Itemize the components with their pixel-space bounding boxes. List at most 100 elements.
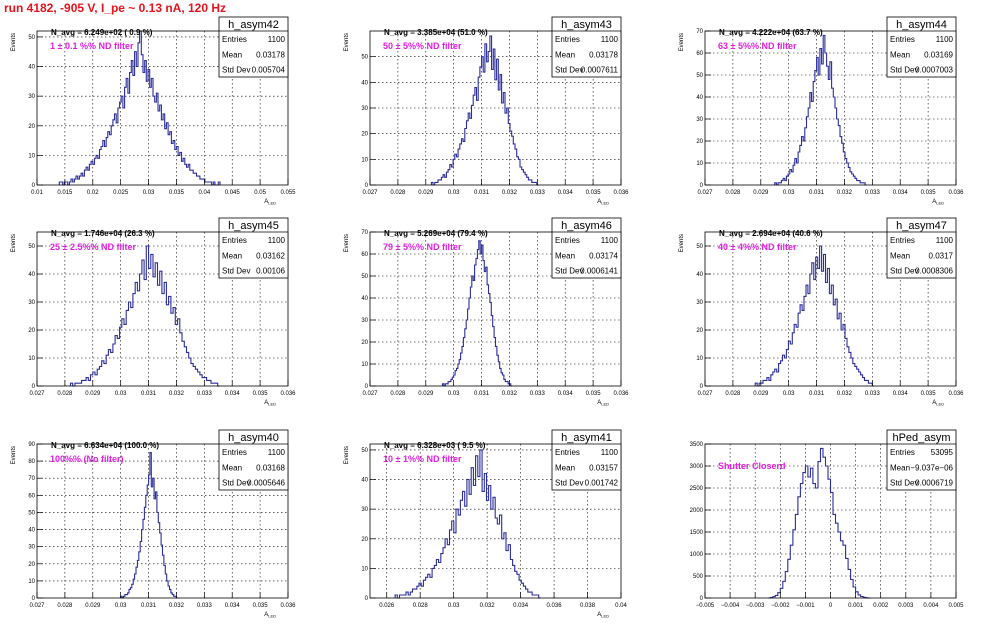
x-tick-label: 0.035	[586, 391, 602, 397]
stats-value: 0.03178	[589, 50, 618, 59]
stats-title: h_asym41	[561, 432, 612, 444]
histogram-panel-h_asym46: 0.027 0.028 0.029 0.03 0.031 0.032 0.033 0.034 0…	[344, 217, 629, 407]
histogram-panel-h_asym42: 0.01 0.015 0.02 0.025 0.03 0.035 0.04 0.045 0.05…	[11, 16, 296, 206]
y-tick-label: 10	[361, 566, 368, 572]
stats-value: 0.03168	[256, 463, 285, 472]
y-tick-label: 30	[361, 318, 368, 324]
x-axis-title: ALED	[264, 612, 276, 619]
filter-annotation: 50 ± 5%% ND filter	[383, 41, 462, 51]
y-tick-label: 30	[696, 117, 703, 123]
stats-box	[218, 16, 289, 78]
x-tick-label: 0.001	[848, 603, 864, 609]
stats-box	[551, 429, 622, 491]
stats-label: Entries	[222, 35, 247, 44]
x-tick-label: 0.034	[225, 391, 241, 397]
plot-frame	[36, 231, 289, 387]
x-tick-label: 0.034	[225, 603, 241, 609]
stats-box	[218, 429, 289, 491]
x-tick-label: 0.031	[474, 391, 490, 397]
y-tick-label: 50	[361, 274, 368, 280]
stats-label: Std Dev	[555, 66, 583, 75]
y-tick-label: 10	[361, 157, 368, 163]
x-tick-label: 0.004	[923, 603, 939, 609]
x-axis-title: ALED	[264, 199, 276, 206]
stats-label: Entries	[555, 448, 580, 457]
x-axis-title: ALED	[932, 400, 944, 407]
x-tick-label: 0.033	[197, 603, 213, 609]
stats-title: h_asym42	[228, 19, 279, 31]
y-axis-title: Events	[11, 446, 17, 464]
y-tick-label: 0	[700, 384, 704, 390]
x-tick-label: 0.033	[530, 190, 546, 196]
stats-value: 0.03162	[256, 251, 285, 260]
n-avg-label: N_avg = 5.269e+04 (79.4 %)	[384, 229, 488, 238]
stats-label: Std Dev	[222, 267, 250, 276]
y-tick-label: 40	[361, 80, 368, 86]
x-tick-label: 0.031	[141, 603, 157, 609]
y-tick-label: 30	[361, 507, 368, 513]
x-tick-label: 0.036	[613, 391, 629, 397]
x-tick-label: 0.036	[547, 603, 563, 609]
x-tick-label: 0.032	[837, 190, 853, 196]
n-avg-label: N_avg = 6.634e+04 (100.0 %)	[51, 441, 159, 450]
x-tick-label: 0.033	[530, 391, 546, 397]
filter-annotation: 100%% (No filter)	[50, 454, 124, 464]
stats-value: 0.03157	[589, 463, 618, 472]
stats-label: Entries	[222, 236, 247, 245]
x-tick-label: 0.02	[87, 190, 99, 196]
x-tick-label: 0.029	[85, 391, 101, 397]
x-tick-label: 0.028	[390, 190, 406, 196]
stats-title: h_asym46	[561, 220, 612, 232]
stats-value: 0.03174	[589, 251, 618, 260]
x-tick-label: 0.032	[837, 391, 853, 397]
y-tick-label: 30	[361, 106, 368, 112]
x-tick-label: 0.033	[865, 391, 881, 397]
x-tick-label: 0.032	[480, 603, 496, 609]
y-tick-label: 50	[28, 510, 35, 516]
y-tick-label: 30	[28, 300, 35, 306]
x-tick-label: 0.029	[418, 190, 434, 196]
n-avg-label: N_avg = 4.222e+04 (63.7 %)	[719, 28, 823, 37]
y-tick-label: 20	[696, 139, 703, 145]
plot-frame	[36, 443, 289, 599]
x-tick-label: 0.038	[580, 603, 596, 609]
stats-label: Std Dev	[890, 479, 918, 488]
y-tick-label: 60	[28, 493, 35, 499]
stats-value: 1100	[268, 236, 286, 245]
x-tick-label: 0.028	[725, 391, 741, 397]
x-tick-label: 0.04	[615, 603, 627, 609]
y-tick-label: 40	[28, 528, 35, 534]
x-axis-title: ALED	[597, 400, 609, 407]
stats-value: 1100	[936, 35, 954, 44]
x-tick-label: 0.031	[141, 391, 157, 397]
x-tick-label: 0.029	[753, 190, 769, 196]
stats-value: 1100	[936, 236, 954, 245]
stats-value: 0.03169	[924, 50, 953, 59]
stats-title: hPed_asym	[892, 432, 950, 444]
y-tick-label: 0	[32, 384, 36, 390]
y-tick-label: 60	[361, 252, 368, 258]
x-tick-label: 0.035	[253, 391, 269, 397]
x-tick-label: 0.028	[57, 391, 73, 397]
stats-value: 1100	[268, 448, 286, 457]
x-axis-title: ALED	[597, 612, 609, 619]
x-tick-label: 0.032	[502, 190, 518, 196]
histogram-line	[441, 240, 513, 387]
x-tick-label: 0.028	[390, 391, 406, 397]
x-tick-label: −0.004	[721, 603, 740, 609]
y-tick-label: 0	[700, 596, 704, 602]
x-tick-label: 0.034	[558, 190, 574, 196]
y-tick-label: 40	[361, 478, 368, 484]
histogram-line	[767, 447, 871, 599]
stats-value: 0.001742	[585, 479, 619, 488]
stats-box	[551, 16, 622, 78]
stats-title: h_asym43	[561, 19, 612, 31]
x-tick-label: 0.032	[169, 603, 185, 609]
y-tick-label: 3500	[690, 442, 704, 448]
y-tick-label: 20	[361, 340, 368, 346]
histogram-panel-hPed_asym: −0.005 −0.004 −0.003 −0.002 −0.001 0 0.001 0.00…	[690, 429, 964, 609]
filter-annotation: Shutter Closerd	[718, 461, 786, 471]
y-tick-label: 1500	[690, 530, 704, 536]
y-tick-label: 2000	[690, 508, 704, 514]
x-tick-label: 0.003	[898, 603, 914, 609]
